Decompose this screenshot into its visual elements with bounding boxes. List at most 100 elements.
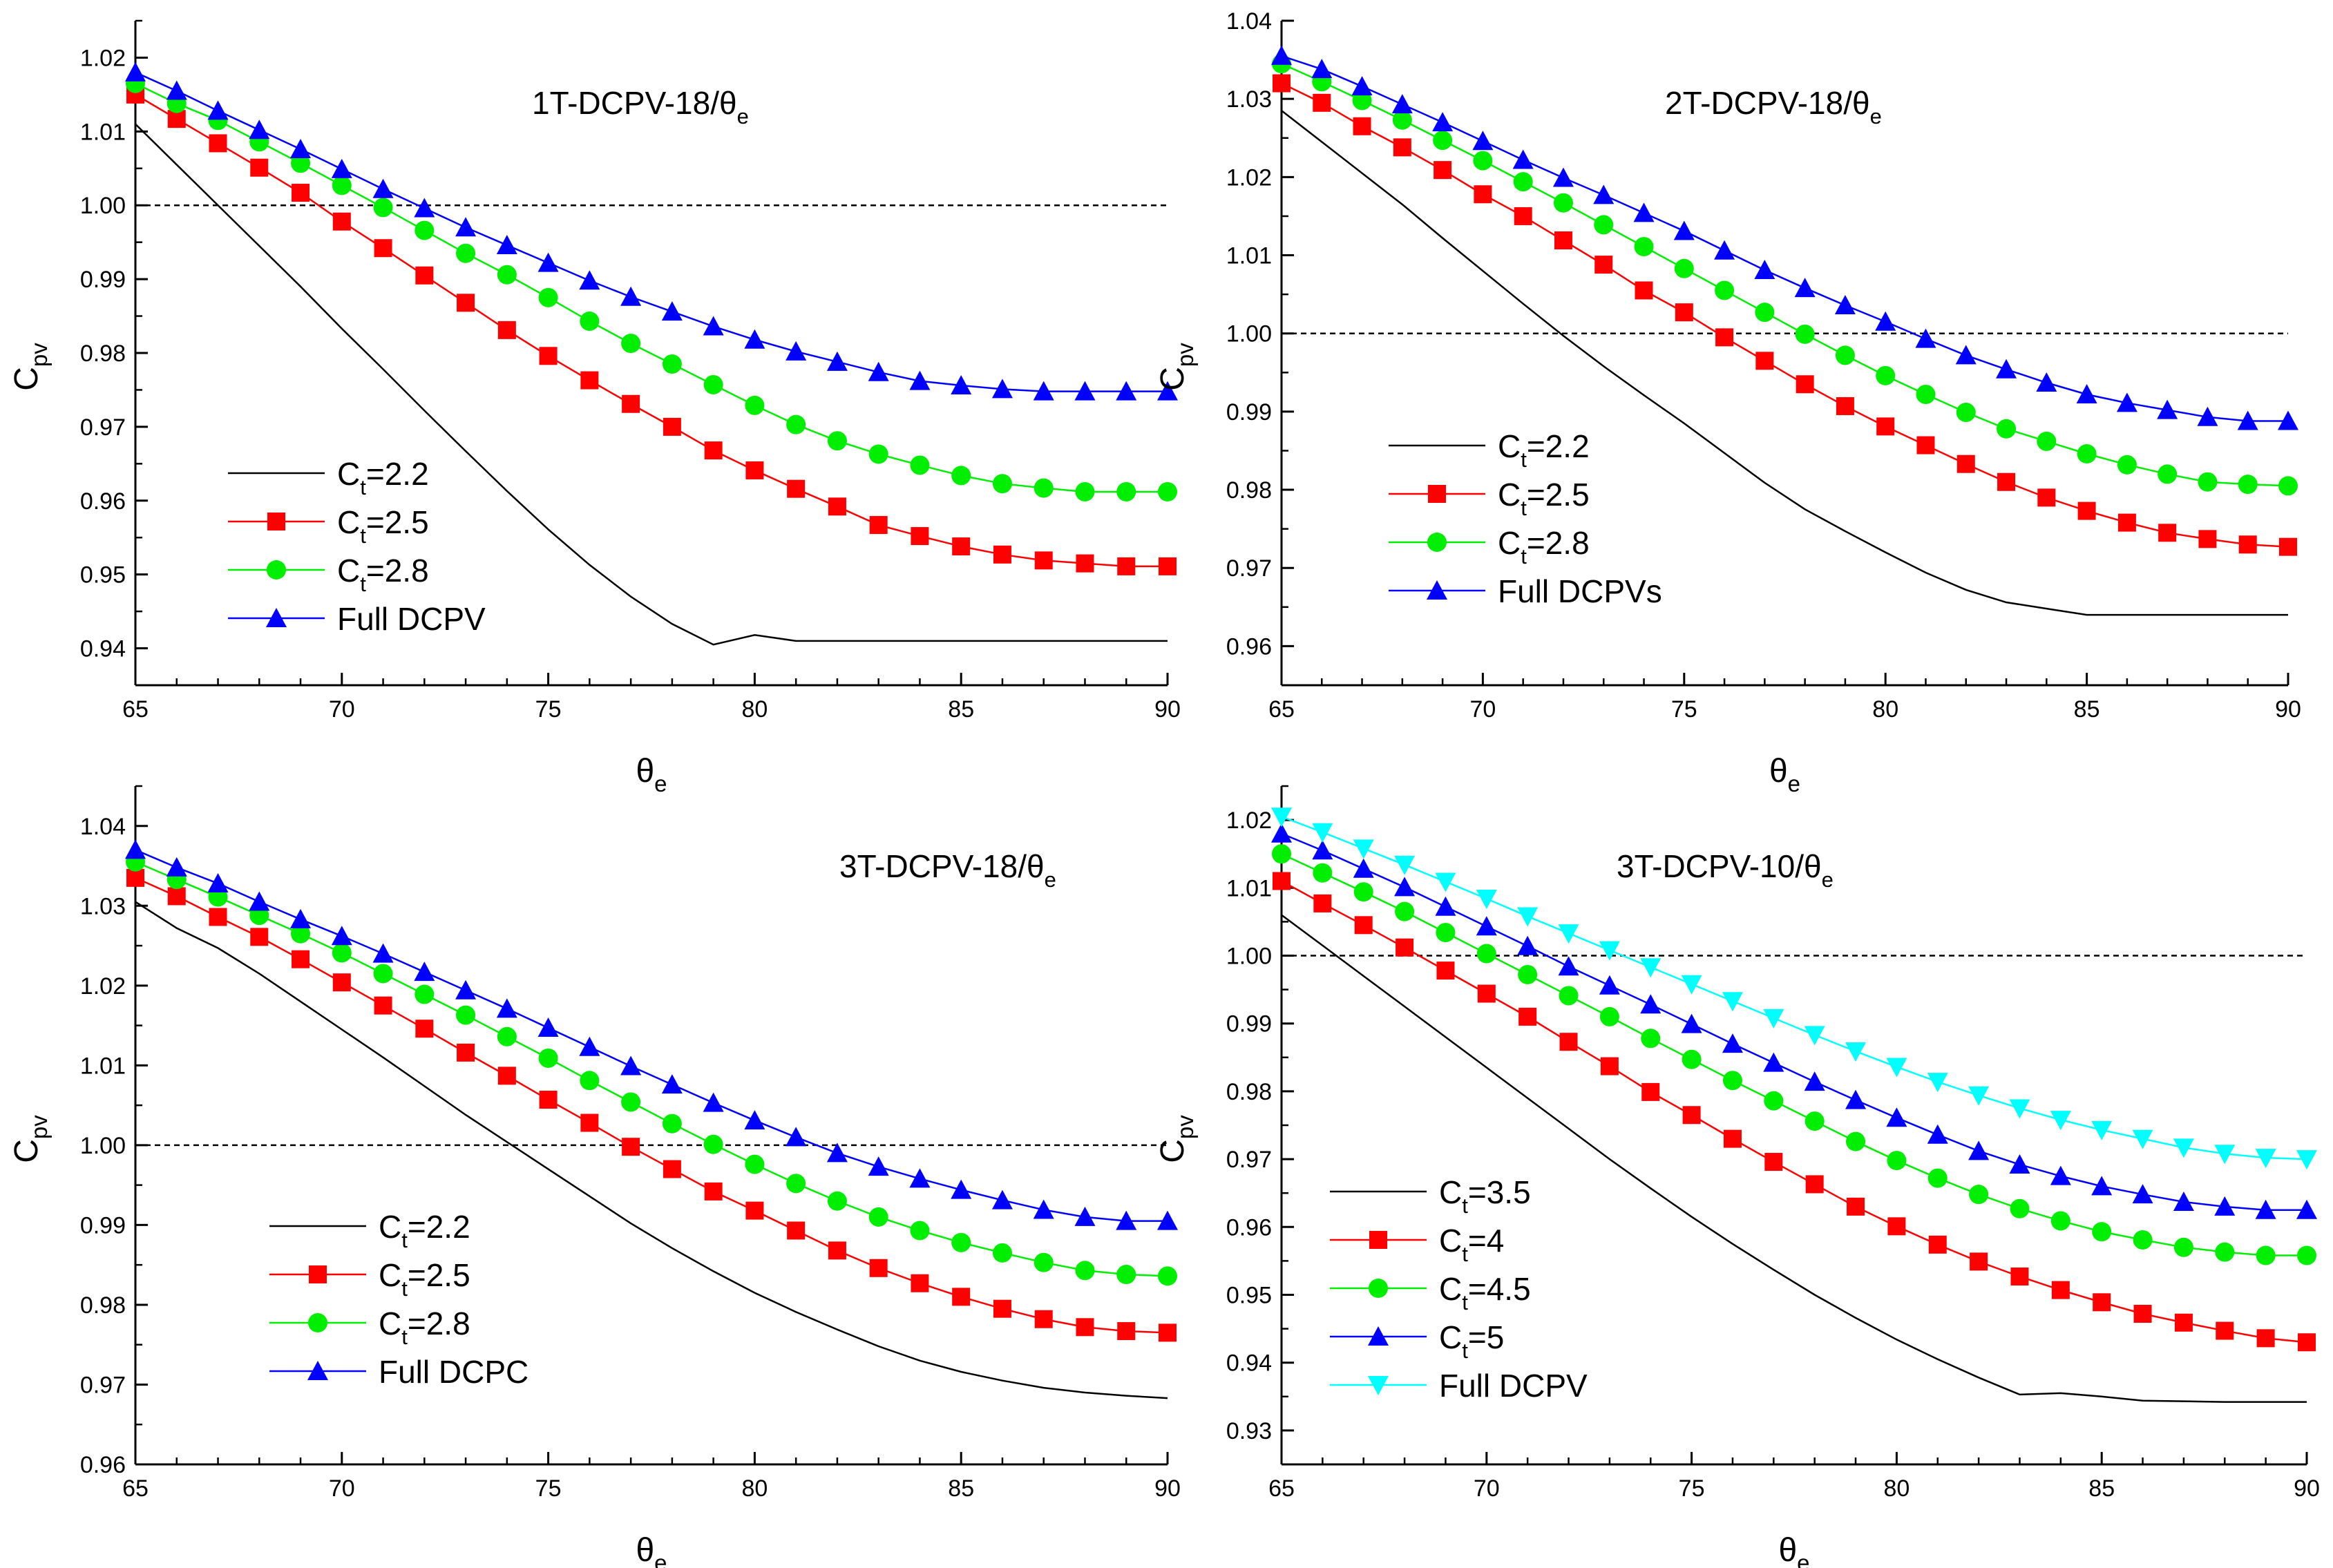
data-point xyxy=(2093,1293,2111,1312)
data-point xyxy=(2174,1313,2193,1332)
legend-label-main: C xyxy=(1498,428,1521,464)
data-point xyxy=(662,354,682,374)
y-tick-label: 0.97 xyxy=(1226,555,1272,582)
legend-label-sub: t xyxy=(360,572,366,596)
data-point xyxy=(1116,1210,1137,1230)
y-axis-label-sub: pv xyxy=(1172,343,1198,367)
series-line xyxy=(135,861,1168,1277)
legend-item: Full DCPC xyxy=(269,1354,529,1390)
series-2 xyxy=(1273,872,2316,1352)
data-point xyxy=(1845,1042,1867,1062)
data-point xyxy=(456,1005,476,1025)
legend-label-main: C xyxy=(1498,477,1521,513)
legend-label-main: C xyxy=(337,456,360,492)
data-point xyxy=(2037,488,2056,507)
data-point xyxy=(372,943,394,963)
y-tick-label: 0.98 xyxy=(80,341,126,367)
legend-item: Ct=3.5 xyxy=(1330,1174,1531,1218)
data-point xyxy=(1846,1131,1866,1151)
data-point xyxy=(580,1071,600,1091)
legend-marker xyxy=(1368,1376,1389,1395)
y-tick-label: 1.00 xyxy=(80,1133,126,1159)
data-point xyxy=(1512,149,1534,169)
legend-item: Ct=2.5 xyxy=(269,1257,470,1301)
data-point xyxy=(745,1201,764,1220)
data-point xyxy=(1674,258,1694,278)
data-point xyxy=(1715,280,1735,300)
series-4 xyxy=(1271,45,2298,430)
data-point xyxy=(2296,1150,2317,1170)
data-point xyxy=(1075,1261,1095,1281)
data-point xyxy=(1715,328,1734,347)
data-point xyxy=(1074,381,1096,401)
data-point xyxy=(868,1156,889,1176)
data-point xyxy=(1795,324,1815,344)
data-point xyxy=(1514,207,1532,225)
data-point xyxy=(1956,403,1976,423)
legend-label-main: C xyxy=(1439,1223,1462,1259)
data-point xyxy=(1635,281,1653,300)
data-point xyxy=(1157,1210,1178,1230)
data-point xyxy=(2132,1129,2153,1149)
legend-marker xyxy=(1368,1326,1389,1346)
data-point xyxy=(1273,872,1291,890)
data-point xyxy=(415,266,434,285)
data-point xyxy=(1594,256,1613,274)
data-point xyxy=(622,394,640,413)
legend-label: Ct=5 xyxy=(1439,1319,1504,1363)
series-line xyxy=(1281,853,2307,1256)
data-point xyxy=(1034,551,1053,570)
legend-label: Ct=3.5 xyxy=(1439,1174,1531,1218)
data-point xyxy=(1075,481,1095,501)
legend-label: Full DCPV xyxy=(337,601,486,637)
legend-item: Ct=4.5 xyxy=(1330,1271,1531,1314)
data-point xyxy=(1476,916,1497,936)
legend-label-main: Full DCPVs xyxy=(1498,573,1662,609)
data-point xyxy=(580,371,599,390)
chart-title-main: 3T-DCPV-10/θ xyxy=(1617,848,1822,884)
data-point xyxy=(2298,1333,2316,1352)
data-point xyxy=(249,891,270,911)
x-axis-label: θe xyxy=(1778,1532,1809,1568)
legend-marker xyxy=(308,1313,327,1332)
data-point xyxy=(1313,93,1331,112)
data-point xyxy=(1887,1217,1906,1236)
x-tick-label: 70 xyxy=(1469,696,1496,723)
data-point xyxy=(2278,410,2298,430)
legend-label: Ct=4 xyxy=(1439,1223,1504,1266)
data-point xyxy=(455,217,477,237)
y-tick-label: 0.94 xyxy=(80,636,126,662)
data-point xyxy=(1158,1266,1177,1286)
legend-label: Ct=2.8 xyxy=(379,1306,470,1349)
data-point xyxy=(2158,464,2178,484)
data-point xyxy=(1876,365,1896,385)
data-point xyxy=(1558,924,1579,944)
data-point xyxy=(1473,151,1493,171)
data-point xyxy=(1394,877,1416,897)
y-axis-label-main: C xyxy=(8,367,45,391)
x-tick-label: 65 xyxy=(1268,696,1295,723)
chart-title-sub: e xyxy=(737,104,749,128)
data-point xyxy=(1594,215,1614,235)
data-point xyxy=(2117,513,2136,532)
data-point xyxy=(2009,1154,2030,1174)
chart-title: 3T-DCPV-18/θe xyxy=(839,848,1056,892)
y-tick-label: 0.98 xyxy=(1226,1079,1272,1105)
data-point xyxy=(1722,1033,1743,1053)
data-point xyxy=(456,243,476,263)
legend-label-rest: =2.5 xyxy=(1527,477,1590,513)
data-point xyxy=(167,887,186,906)
data-point xyxy=(1434,161,1452,180)
y-tick-label: 0.99 xyxy=(80,1212,126,1239)
data-point xyxy=(2010,1267,2029,1285)
data-point xyxy=(1391,94,1413,114)
data-point xyxy=(1763,1008,1784,1029)
data-point xyxy=(373,964,393,984)
data-point xyxy=(1927,1124,1948,1144)
legend-label-main: C xyxy=(1439,1319,1462,1355)
series-line xyxy=(1281,82,2289,548)
legend-item: Full DCPV xyxy=(228,601,486,637)
data-point xyxy=(1559,986,1579,1006)
y-axis-label-main: C xyxy=(8,1139,45,1163)
